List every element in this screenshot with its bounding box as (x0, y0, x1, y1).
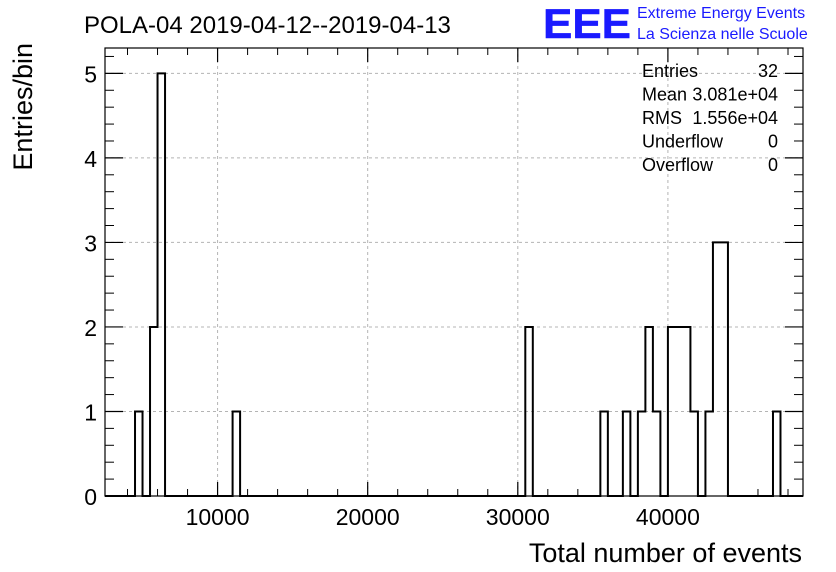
stats-box: Entries 32 Mean 3.081e+04 RMS 1.556e+04 Underf… (642, 61, 778, 175)
x-tick-labels: 10000 20000 30000 40000 (186, 504, 700, 530)
histogram-bin (525, 327, 533, 496)
logo-line-2: La Scienza nelle Scuole (637, 26, 808, 43)
histogram-bin (623, 411, 631, 496)
stats-value: 0 (768, 155, 778, 175)
y-tick-label: 4 (84, 146, 97, 172)
histogram-bin (158, 73, 166, 496)
y-tick-label: 0 (84, 484, 97, 510)
x-axis-label: Total number of events (529, 538, 802, 568)
histogram-bin (600, 411, 608, 496)
y-axis-label: Entries/bin (8, 43, 38, 171)
stats-value: 3.081e+04 (692, 85, 778, 105)
x-tick-label: 40000 (636, 504, 700, 530)
histogram-bin (653, 411, 661, 496)
logo-letters: EEE (543, 0, 631, 47)
stats-value: 1.556e+04 (692, 108, 778, 128)
stats-value: 0 (768, 132, 778, 152)
histogram-bin (690, 411, 698, 496)
y-tick-label: 3 (84, 230, 97, 256)
histogram-bin (638, 411, 646, 496)
stats-label: RMS (642, 108, 682, 128)
eee-logo: EEE Extreme Energy Events La Scienza nel… (543, 0, 808, 47)
histogram-bin (713, 242, 721, 496)
x-tick-label: 30000 (486, 504, 550, 530)
histogram-bin (675, 327, 683, 496)
y-tick-label: 5 (84, 61, 97, 87)
histogram-bin (720, 242, 728, 496)
stats-label: Underflow (642, 132, 724, 152)
y-tick-label: 2 (84, 315, 97, 341)
stats-label: Overflow (642, 155, 714, 175)
histogram-outline (105, 72, 803, 497)
histogram-bin (645, 327, 653, 496)
histogram-bin (683, 327, 691, 496)
stats-label: Mean (642, 85, 687, 105)
stats-label: Entries (642, 61, 698, 81)
chart-title: POLA-04 2019-04-12--2019-04-13 (84, 12, 451, 39)
y-tick-labels: 0 1 2 3 4 5 (84, 61, 97, 510)
grid-lines (105, 48, 803, 496)
histogram-bin (773, 411, 781, 496)
histogram-bin (150, 327, 158, 496)
plot-frame (104, 47, 804, 497)
logo-line-1: Extreme Energy Events (637, 5, 805, 22)
x-tick-label: 10000 (186, 504, 250, 530)
histogram-bin (668, 327, 676, 496)
stats-value: 32 (758, 61, 778, 81)
x-tick-label: 20000 (336, 504, 400, 530)
histogram-bin (705, 411, 713, 496)
histogram-bin (233, 411, 241, 496)
major-ticks (105, 48, 803, 497)
histogram-bin (135, 411, 143, 496)
y-tick-label: 1 (84, 399, 97, 425)
